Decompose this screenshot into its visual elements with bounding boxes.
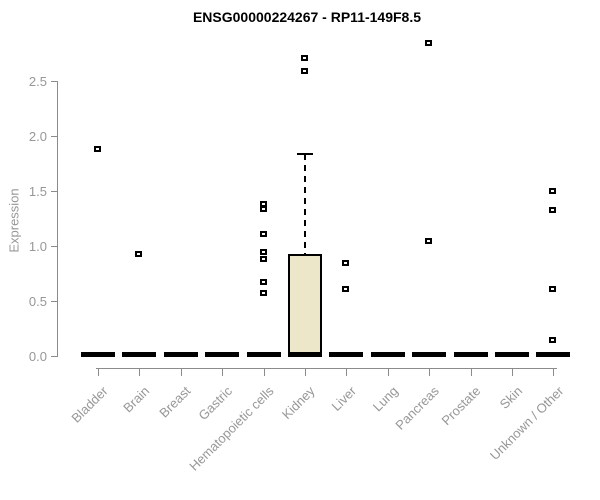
outlier-point [259,248,267,255]
median-zero-bar [288,352,322,357]
outlier-point [342,259,350,266]
outlier-point [259,205,267,212]
median-zero-bar [122,352,157,357]
x-category-label: Lung [369,383,401,415]
x-category-label: Unknown / Other [486,383,567,463]
x-axis-tick [98,368,99,376]
outlier-point [549,336,557,343]
y-axis-tick [51,81,57,82]
y-axis-tick [51,301,57,302]
x-axis-tick [346,368,348,376]
outlier-point [259,256,267,263]
y-axis-tick [51,246,57,247]
outlier-point [94,146,101,153]
median-zero-bar [205,352,240,357]
outlier-point [549,206,557,213]
chart-title: ENSG00000224267 - RP11-149F8.5 [192,9,422,25]
y-tick-label: 2.0 [28,129,47,144]
x-category-label: Brain [120,383,153,416]
median-zero-bar [163,352,198,357]
median-zero-bar [412,352,447,357]
y-tick-label: 1.5 [28,184,47,199]
y-axis-tick [51,356,57,357]
median-zero-bar [246,352,281,357]
outlier-point [259,230,267,237]
outlier-point [301,68,308,75]
x-axis-tick [305,368,306,376]
x-category-label: Pancreas [392,383,443,433]
x-category-label: Gastric [195,383,236,424]
outlier-point [259,290,267,297]
x-axis-tick [222,368,224,376]
median-zero-bar [370,352,405,357]
median-zero-bar [536,352,571,357]
x-axis-line [96,368,557,369]
x-category-label: Kidney [279,383,318,423]
x-category-label: Prostate [438,383,484,429]
y-axis-tick [51,191,57,192]
y-tick-label: 0.0 [28,349,47,364]
outlier-point [425,39,433,46]
outlier-point [425,237,433,244]
x-axis-tick [263,368,265,376]
x-axis-tick [512,368,513,376]
whisker-line [304,153,306,254]
x-axis-tick [387,368,389,376]
y-tick-label: 2.5 [28,74,47,89]
median-zero-bar [453,352,488,357]
x-axis-tick [429,368,431,376]
y-axis-label: Expression [6,188,22,253]
outlier-point [549,188,557,194]
x-axis-tick [180,368,182,376]
whisker-cap [297,152,313,155]
median-zero-bar [329,352,364,357]
x-category-label: Skin [496,383,525,412]
x-axis-tick [553,368,555,376]
x-axis-tick [470,368,472,376]
outlier-point [135,250,143,257]
box [288,253,322,357]
y-axis-tick [51,136,57,137]
outlier-point [259,279,267,286]
x-category-label: Bladder [68,383,111,426]
y-axis-line [57,81,58,357]
median-zero-bar [81,352,115,357]
median-zero-bar [495,352,529,357]
y-tick-label: 1.0 [28,239,47,254]
outlier-point [549,285,557,292]
x-category-label: Liver [328,383,360,414]
x-axis-tick [139,368,141,376]
y-tick-label: 0.5 [28,294,47,309]
x-category-label: Breast [156,383,194,421]
outlier-point [301,54,308,61]
outlier-point [342,285,350,292]
